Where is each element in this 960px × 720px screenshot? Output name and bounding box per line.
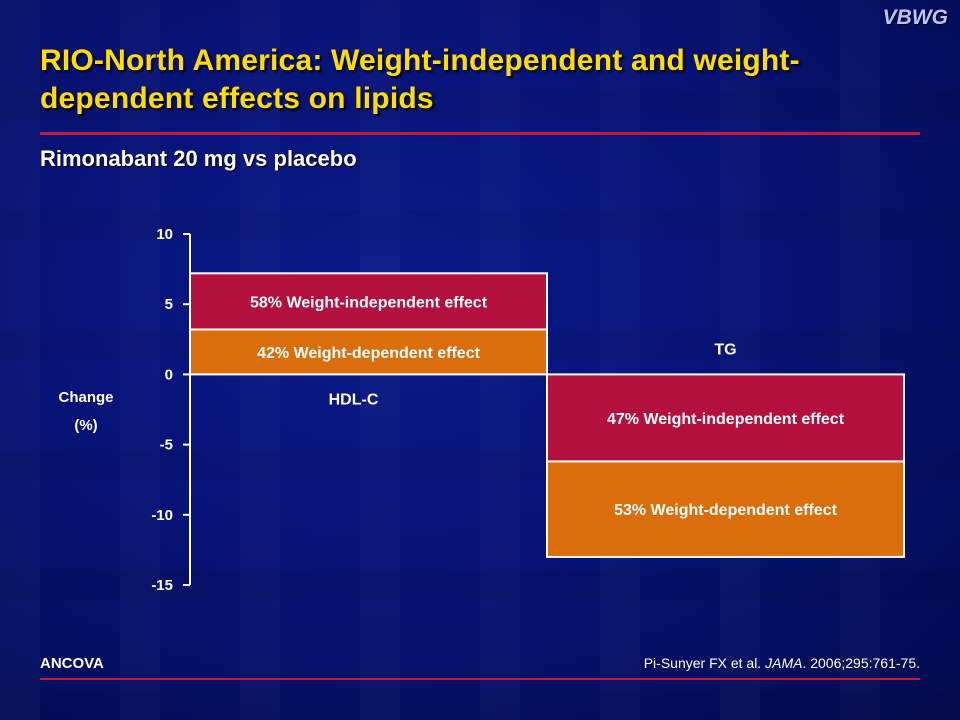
bar-segment-weight-independent bbox=[546, 373, 905, 463]
y-axis-label: Change bbox=[58, 389, 113, 406]
slide-subtitle: Rimonabant 20 mg vs placebo bbox=[40, 146, 357, 171]
footer-divider bbox=[40, 678, 920, 680]
y-tick-label: -10 bbox=[151, 507, 173, 524]
y-tick-label: 0 bbox=[165, 366, 173, 383]
brand-logo: VBWG bbox=[882, 6, 948, 29]
y-tick-label: 10 bbox=[156, 226, 173, 243]
category-label: HDL-C bbox=[329, 391, 379, 408]
y-tick-label: -5 bbox=[160, 437, 173, 454]
citation-journal: JAMA bbox=[765, 655, 803, 671]
y-tick-label: -15 bbox=[151, 577, 173, 594]
segment-label: 53% Weight-dependent effect bbox=[614, 502, 838, 519]
bar-segment-weight-independent bbox=[189, 272, 548, 331]
title-divider bbox=[40, 132, 920, 135]
y-axis-label: (%) bbox=[74, 417, 97, 434]
y-tick-label: 5 bbox=[165, 296, 173, 313]
segment-label: 42% Weight-dependent effect bbox=[257, 345, 481, 362]
citation-after: . 2006;295:761-75. bbox=[802, 655, 920, 671]
citation-before: Pi-Sunyer FX et al. bbox=[643, 655, 766, 671]
footnote-ancova: ANCOVA bbox=[40, 655, 104, 672]
slide-title: RIO-North America: Weight-independent an… bbox=[40, 44, 800, 115]
segment-label: 47% Weight-independent effect bbox=[607, 411, 845, 428]
segment-label: 58% Weight-independent effect bbox=[250, 294, 488, 311]
citation: Pi-Sunyer FX et al. JAMA. 2006;295:761-7… bbox=[644, 655, 920, 671]
bar-segment-weight-dependent bbox=[546, 460, 905, 558]
category-label: TG bbox=[714, 341, 736, 358]
